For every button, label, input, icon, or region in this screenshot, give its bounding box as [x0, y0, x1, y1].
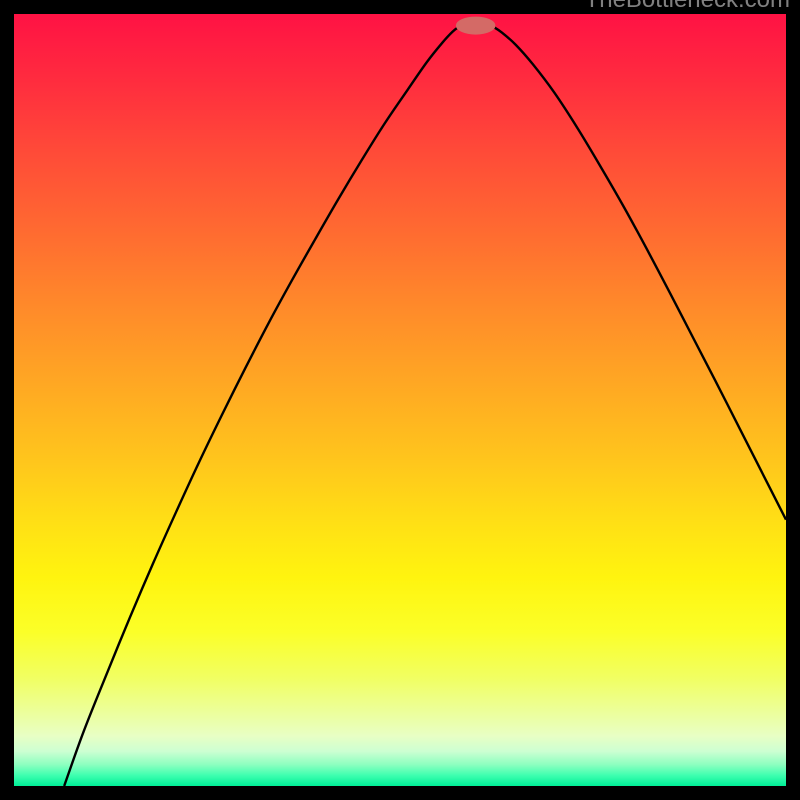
bottleneck-marker [456, 17, 495, 34]
left-curve [64, 26, 459, 786]
bottleneck-chart: TheBottleneck.com [0, 0, 800, 800]
right-curve [493, 26, 786, 519]
plot-area [14, 14, 786, 786]
watermark-text: TheBottleneck.com [585, 0, 790, 14]
curve-svg [14, 14, 786, 786]
